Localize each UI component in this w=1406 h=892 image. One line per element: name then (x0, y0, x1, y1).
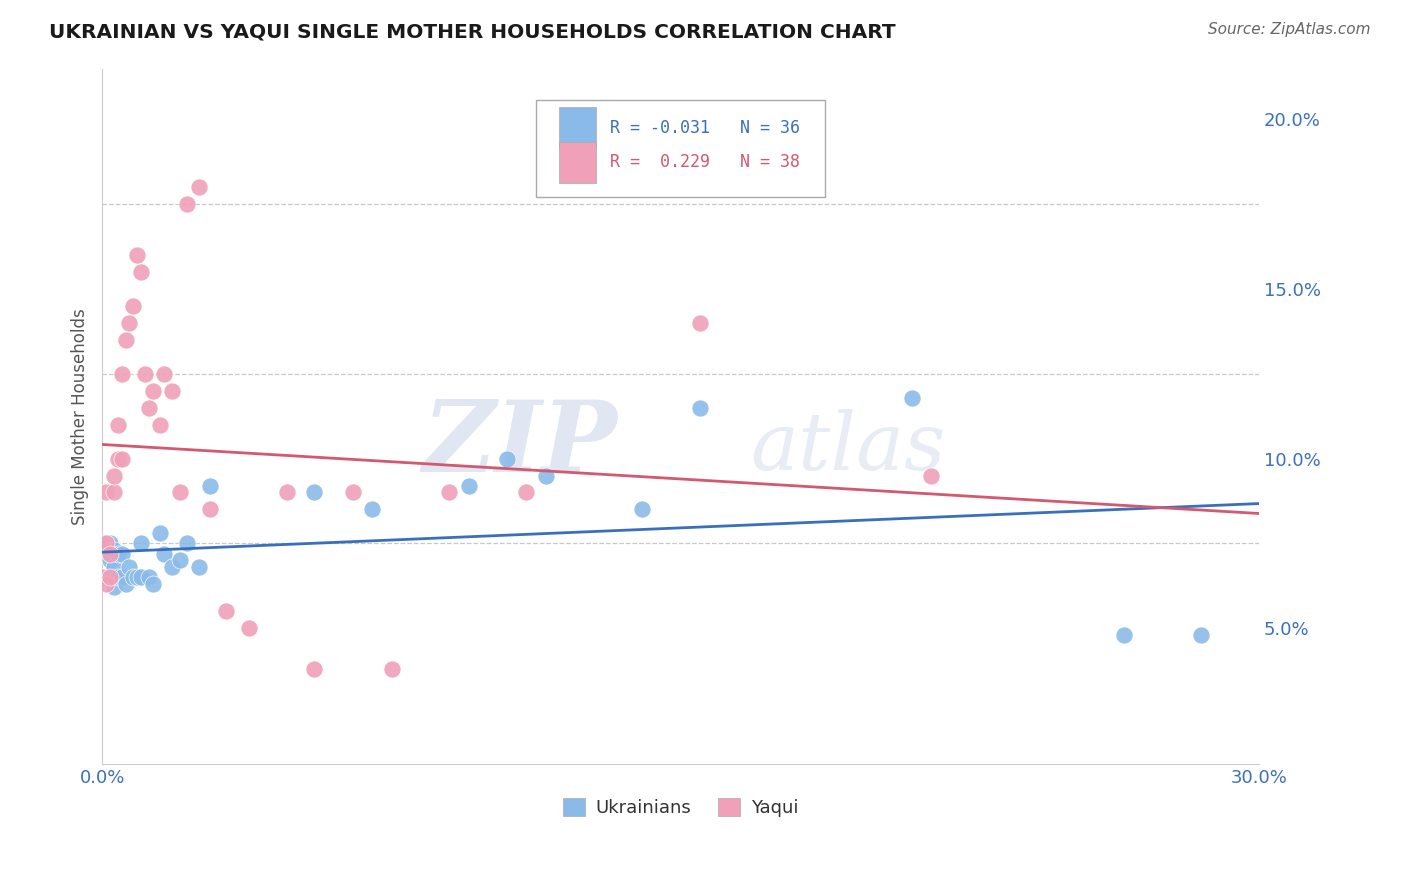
Point (187, 180, 209, 194)
Point (107, 417, 129, 432)
Point (127, 570, 149, 584)
Point (129, 536, 152, 550)
Point (138, 570, 160, 584)
Text: Source: ZipAtlas.com: Source: ZipAtlas.com (1208, 22, 1371, 37)
Point (91, 536, 114, 550)
Point (176, 197, 198, 211)
Point (111, 367, 134, 381)
Point (127, 248, 149, 262)
Point (176, 536, 198, 550)
Point (342, 485, 364, 500)
Point (138, 401, 160, 415)
FancyBboxPatch shape (560, 107, 596, 148)
Point (96, 536, 118, 550)
Point (380, 662, 402, 676)
Text: ZIP: ZIP (422, 396, 617, 492)
Point (1112, 628, 1135, 642)
Text: UKRAINIAN VS YAQUI SINGLE MOTHER HOUSEHOLDS CORRELATION CHART: UKRAINIAN VS YAQUI SINGLE MOTHER HOUSEHO… (49, 22, 896, 41)
Point (103, 468, 125, 483)
Point (96, 577, 118, 591)
Point (134, 367, 156, 381)
Point (215, 604, 238, 618)
Point (96, 570, 118, 584)
Point (304, 662, 326, 676)
Point (153, 547, 176, 561)
Point (920, 468, 942, 483)
Point (439, 485, 461, 500)
Point (111, 570, 134, 584)
Point (111, 451, 134, 466)
Point (118, 316, 141, 330)
Point (122, 570, 145, 584)
Point (107, 451, 129, 466)
Point (200, 502, 222, 516)
Point (141, 384, 163, 398)
Point (129, 570, 152, 584)
Point (304, 485, 326, 500)
Point (114, 577, 136, 591)
Point (103, 485, 125, 500)
Point (496, 451, 519, 466)
Point (107, 547, 129, 561)
Point (98, 570, 121, 584)
Point (187, 560, 209, 574)
Point (631, 502, 654, 516)
Point (111, 547, 134, 561)
Point (107, 570, 129, 584)
Point (160, 384, 183, 398)
Point (169, 485, 191, 500)
Point (96, 536, 118, 550)
Point (141, 577, 163, 591)
Point (98, 536, 121, 550)
Text: R = -0.031   N = 36: R = -0.031 N = 36 (610, 119, 800, 136)
Point (122, 299, 145, 313)
Point (361, 502, 384, 516)
Point (169, 553, 191, 567)
Point (149, 526, 172, 541)
Point (534, 468, 557, 483)
Point (129, 265, 152, 279)
Point (98, 547, 121, 561)
Point (160, 560, 183, 574)
Point (103, 581, 125, 595)
Point (457, 479, 479, 493)
Point (118, 560, 141, 574)
Point (114, 333, 136, 347)
Point (153, 367, 176, 381)
Point (200, 479, 222, 493)
Point (689, 316, 711, 330)
Y-axis label: Single Mother Households: Single Mother Households (72, 308, 89, 524)
Point (1189, 628, 1212, 642)
Legend: Ukrainians, Yaqui: Ukrainians, Yaqui (555, 790, 806, 824)
Point (238, 621, 260, 635)
Point (103, 560, 125, 574)
Point (901, 391, 924, 405)
FancyBboxPatch shape (560, 142, 596, 183)
Point (276, 485, 298, 500)
Point (689, 401, 711, 415)
Point (91, 570, 114, 584)
Point (149, 417, 172, 432)
Point (96, 485, 118, 500)
Text: atlas: atlas (749, 409, 945, 486)
Point (515, 485, 537, 500)
Point (98, 553, 121, 567)
FancyBboxPatch shape (536, 100, 825, 197)
Point (103, 543, 125, 558)
Text: R =  0.229   N = 38: R = 0.229 N = 38 (610, 153, 800, 171)
